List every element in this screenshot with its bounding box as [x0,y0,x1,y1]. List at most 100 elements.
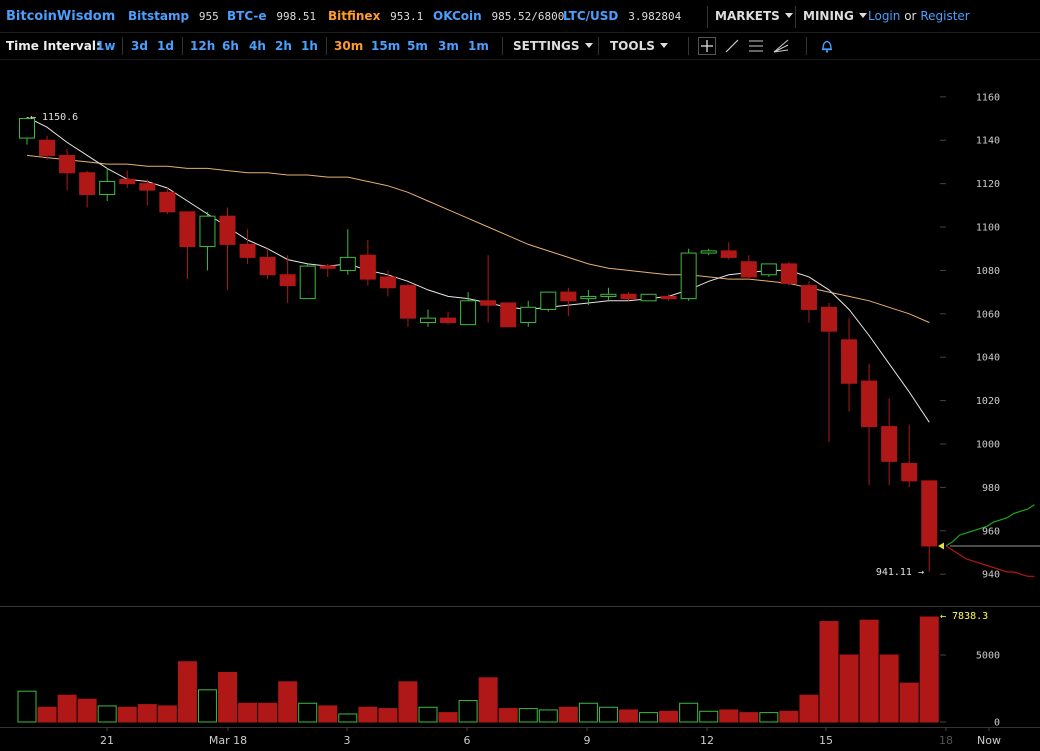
candle-body [780,263,797,284]
time-tick-label: 21 [100,734,114,747]
volume-bar [799,694,819,723]
mining-menu[interactable]: MINING [803,9,867,23]
last-price-marker [938,542,944,550]
interval-1m[interactable]: 1m [468,39,489,53]
time-tick-label: 15 [819,734,833,747]
bid-depth-line [945,504,1035,547]
volume-bar [739,712,759,723]
market-name: Bitfinex [328,9,381,23]
price-tick-label: 1000 [976,439,1000,450]
brand-logo[interactable]: BitcoinWisdom [6,9,116,24]
volume-bar [177,661,197,723]
interval-3m[interactable]: 3m [438,39,459,53]
max-volume-label: ← 7838.3 [940,611,988,622]
ema-slow-line [26,154,930,323]
market-name: OKCoin [433,9,482,23]
candle-body [19,118,35,139]
volume-bar [458,700,478,723]
ask-depth-line [945,545,1035,577]
market-okcoin[interactable]: OKCoin 985.52/6800 [433,9,564,23]
volume-bar [819,621,839,723]
candle-body [440,317,457,323]
interval-30m[interactable]: 30m [334,39,364,53]
volume-bar [358,706,378,723]
fan-icon[interactable] [772,37,790,55]
interval-2h[interactable]: 2h [275,39,292,53]
interval-15m[interactable]: 15m [371,39,401,53]
chevron-down-icon [858,13,867,18]
candle-body [560,291,577,302]
volume-bar [438,712,458,723]
interval-1w[interactable]: 1w [96,39,116,53]
interval-3d[interactable]: 3d [131,39,148,53]
price-tick-label: 1020 [976,396,1000,407]
price-tick-label: 1040 [976,353,1000,364]
price-chart[interactable]: 9409609801000102010401060108011001120114… [0,60,1040,751]
chart-toolbar: Time Interval: 1w 3d 1d 12h 6h 4h 2h 1h … [0,33,1040,60]
volume-bar [37,706,57,723]
divider [326,37,327,55]
price-tick-label: 1140 [976,136,1000,147]
markets-menu[interactable]: MARKETS [715,9,793,23]
candle-body [620,293,637,300]
volume-bar [859,619,879,723]
candle-body [359,254,376,280]
chevron-down-icon [584,43,593,48]
candle-body [39,139,56,156]
candle-body [279,274,296,287]
settings-menu[interactable]: SETTINGS [513,39,593,53]
volume-bar [298,702,318,723]
tools-menu[interactable]: TOOLS [610,39,668,53]
register-link[interactable]: Register [920,9,970,23]
volume-bar [518,708,538,723]
candle-body [399,285,416,319]
interval-6h[interactable]: 6h [222,39,239,53]
ema-fast-series [26,116,930,423]
market-btce[interactable]: BTC-e 998.51 [227,9,316,23]
candle-body [59,154,76,174]
volume-panel [0,606,1040,728]
trend-line-icon[interactable] [723,37,741,55]
crosshair-icon[interactable] [698,37,716,55]
volume-bar [17,690,37,723]
volume-bar [197,689,217,723]
tools-label: TOOLS [610,39,655,53]
login-link[interactable]: Login [868,9,901,23]
price-tick-label: 940 [982,570,1000,581]
or-text: or [904,9,917,23]
volume-bar [418,706,438,723]
market-ltcusd[interactable]: LTC/USD 3.982804 [563,9,681,23]
price-tick-label: 1060 [976,309,1000,320]
volume-bar [218,671,237,723]
interval-5m[interactable]: 5m [407,39,428,53]
divider [502,37,503,55]
market-price: 998.51 [276,10,317,23]
market-bitfinex[interactable]: Bitfinex 953.1 [328,9,423,23]
candle-body [680,252,697,300]
volume-bar [498,708,518,723]
price-tick-label: 980 [982,483,1000,494]
interval-1d[interactable]: 1d [157,39,174,53]
interval-12h[interactable]: 12h [190,39,216,53]
interval-1h[interactable]: 1h [301,39,318,53]
alert-bell-icon[interactable] [818,37,836,55]
divider [598,37,599,55]
market-price: 955 [198,10,219,23]
candle-body [720,250,737,258]
candle-body [460,300,477,326]
divider [688,37,689,55]
interval-4h[interactable]: 4h [249,39,266,53]
volume-bar [619,709,638,723]
volume-bar [157,705,177,723]
candle-body [179,211,196,248]
low-price-label: 941.11 → [876,567,924,578]
fibonacci-icon[interactable] [747,37,765,55]
volume-bar [57,694,77,723]
candle-body [420,317,436,323]
market-bitstamp[interactable]: Bitstamp 955 [128,9,219,23]
volume-bar [899,682,919,723]
candle-body [841,339,858,384]
settings-label: SETTINGS [513,39,580,53]
volume-bar [779,710,799,723]
candle-body [480,300,497,306]
